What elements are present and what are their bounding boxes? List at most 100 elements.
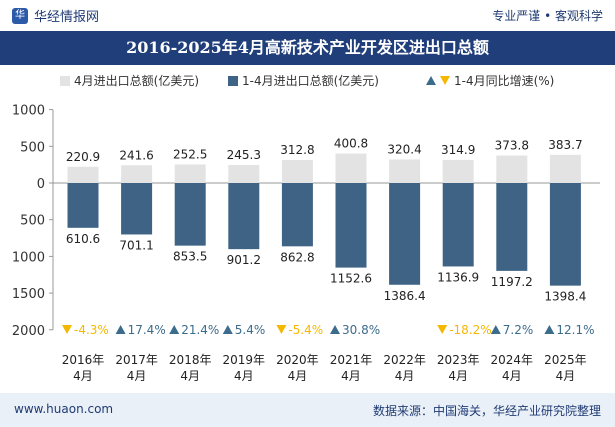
growth-up-marker	[544, 325, 555, 334]
y-tick-label: 0	[37, 177, 45, 192]
growth-label: 30.8%	[342, 323, 380, 337]
bar-monthly	[442, 159, 474, 183]
legend-item-growth: 1-4月同比增速(%)	[426, 72, 554, 89]
data-label-cumulative: 701.1	[119, 238, 153, 252]
growth-up-marker	[115, 325, 126, 334]
tagline: 专业严谨 • 客观科学	[492, 9, 603, 23]
y-tick-label: 2000	[12, 324, 45, 339]
data-label-cumulative: 1398.4	[544, 290, 586, 304]
data-label-cumulative: 1136.9	[437, 270, 479, 284]
growth-up-marker	[490, 325, 501, 334]
brand-name: 华经情报网	[34, 10, 100, 25]
data-label-cumulative: 1197.2	[491, 275, 533, 289]
data-label-monthly: 320.4	[387, 142, 421, 156]
y-tick-label: 1500	[12, 287, 45, 302]
title-bar: 2016-2025年4月高新技术产业开发区进出口总额	[0, 31, 615, 65]
growth-up-marker	[330, 325, 340, 334]
data-label-monthly: 400.8	[334, 137, 368, 151]
bar-monthly	[228, 164, 260, 183]
bar-monthly	[281, 160, 313, 183]
y-tick-label: 1000	[12, 104, 45, 119]
x-tick-label: 4月	[395, 369, 415, 383]
site-link[interactable]: www.huaon.com	[14, 402, 114, 416]
growth-label: 7.2%	[503, 323, 534, 337]
bar-cumulative	[549, 183, 581, 286]
y-tick-label: 500	[20, 140, 45, 155]
chart-title: 2016-2025年4月高新技术产业开发区进出口总额	[126, 38, 489, 57]
x-tick-label: 2016年	[62, 353, 105, 367]
bar-cumulative	[389, 183, 421, 285]
legend-label-cumulative: 1-4月进出口总额(亿美元)	[242, 74, 379, 88]
bar-cumulative	[496, 183, 528, 271]
data-label-monthly: 220.9	[66, 150, 100, 164]
legend-item-monthly: 4月进出口总额(亿美元)	[60, 72, 199, 89]
x-tick-label: 2018年	[169, 353, 212, 367]
data-label-cumulative: 901.2	[227, 253, 261, 267]
x-tick-label: 2021年	[330, 353, 373, 367]
data-label-monthly: 314.9	[441, 143, 475, 157]
data-label-monthly: 373.8	[495, 139, 529, 153]
legend-label-growth: 1-4月同比增速(%)	[454, 74, 555, 88]
x-tick-label: 2024年	[491, 353, 534, 367]
data-label-cumulative: 862.8	[280, 250, 314, 264]
growth-label: -4.3%	[74, 323, 109, 337]
x-tick-label: 4月	[73, 369, 93, 383]
growth-down-marker	[437, 325, 448, 334]
bar-cumulative	[67, 183, 99, 228]
legend-up-triangle-icon	[426, 76, 436, 85]
brand[interactable]: 华 华经情报网	[12, 6, 99, 25]
data-label-cumulative: 1386.4	[384, 289, 426, 303]
bar-monthly	[335, 153, 367, 183]
x-tick-label: 4月	[288, 369, 308, 383]
chart-plot: 1000 500 0 500 1000 1500 2000 220.9 610.6 -4.3% 20…	[12, 104, 600, 383]
growth-up-marker	[169, 325, 180, 334]
x-tick-label: 4月	[127, 369, 147, 383]
data-label-monthly: 252.5	[173, 147, 207, 161]
bar-monthly	[389, 159, 421, 183]
data-label-cumulative: 1152.6	[330, 272, 372, 286]
legend-swatch-monthly	[60, 75, 70, 86]
brand-logo-icon: 华	[12, 7, 28, 24]
x-tick-label: 4月	[502, 369, 522, 383]
growth-label: -18.2%	[449, 323, 491, 337]
growth-down-marker	[62, 325, 72, 334]
growth-label: 17.4%	[128, 323, 166, 337]
growth-label: 5.4%	[235, 323, 265, 337]
x-tick-label: 2023年	[437, 353, 480, 367]
bar-cumulative	[335, 183, 367, 268]
bar-cumulative	[442, 183, 474, 267]
y-tick-label: 1000	[12, 250, 45, 265]
growth-label: 21.4%	[181, 323, 219, 337]
x-tick-label: 4月	[180, 369, 200, 383]
x-tick-label: 2017年	[115, 353, 158, 367]
x-tick-label: 4月	[556, 369, 576, 383]
x-tick-label: 2019年	[223, 353, 266, 367]
bar-cumulative	[228, 183, 260, 250]
bar-monthly	[67, 166, 99, 183]
y-tick-label: 500	[20, 214, 45, 229]
bar-monthly	[174, 164, 206, 183]
growth-label: 12.1%	[556, 323, 594, 337]
growth-up-marker	[222, 325, 233, 334]
bar-monthly	[121, 165, 153, 183]
bar-cumulative	[281, 183, 313, 247]
legend-swatch-cumulative	[228, 75, 238, 86]
x-tick-label: 2025年	[544, 353, 587, 367]
growth-label: -5.4%	[288, 323, 323, 337]
legend: 4月进出口总额(亿美元) 1-4月进出口总额(亿美元) 1-4月同比增速(%)	[0, 72, 615, 90]
data-label-cumulative: 853.5	[173, 250, 207, 264]
top-bar: 华 华经情报网 专业严谨 • 客观科学	[0, 0, 615, 30]
data-label-cumulative: 610.6	[66, 232, 100, 246]
legend-label-monthly: 4月进出口总额(亿美元)	[74, 74, 199, 88]
bar-monthly	[496, 155, 528, 183]
legend-down-triangle-icon	[440, 76, 450, 85]
data-label-monthly: 312.8	[280, 143, 314, 157]
x-tick-label: 2022年	[383, 353, 426, 367]
bar-cumulative	[121, 183, 153, 235]
legend-item-cumulative: 1-4月进出口总额(亿美元)	[228, 72, 379, 89]
data-label-monthly: 241.6	[119, 148, 153, 162]
x-tick-label: 2020年	[276, 353, 319, 367]
x-tick-label: 4月	[341, 369, 361, 383]
growth-down-marker	[276, 325, 287, 334]
x-tick-label: 4月	[234, 369, 254, 383]
